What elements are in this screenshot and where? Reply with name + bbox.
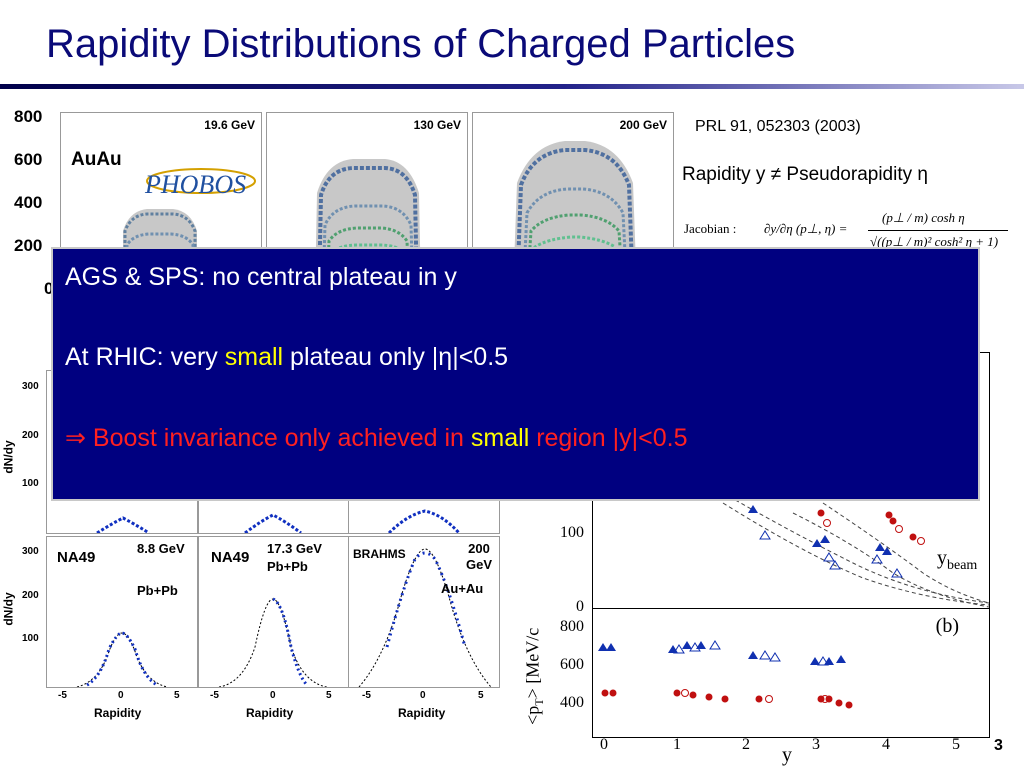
energy-label: 17.3 GeV [267,541,322,556]
rhic-small-highlight: small [224,343,284,371]
energy-label: 19.6 GeV [204,118,255,132]
jacobian-lhs: ∂y/∂η (p⊥, η) = [764,221,848,236]
y-label-part: <p [522,705,543,725]
lower-x-tick: 4 [882,736,890,753]
overlay-line-conclusion: ⇒ Boost invariance only achieved in smal… [65,423,687,453]
y-label-sub: T [531,698,546,706]
lower-x-tick: 0 [600,736,608,753]
system-label: Au+Au [441,581,484,596]
energy-label: 200 GeV [465,541,492,572]
lower-panel: (b) [592,608,990,738]
lower-x-tick: 2 [742,736,750,753]
lower-y-label: <pT> [MeV/c [522,628,547,725]
x-tick: -5 [362,690,371,701]
x-tick: 5 [174,690,180,701]
not-equal-symbol: ≠ [770,164,782,185]
phobos-y-tick: 0 [44,279,54,298]
top-left-curve [96,516,150,535]
lower-x-tick: 1 [673,736,681,753]
x-tick: 5 [326,690,332,701]
reference-citation: PRL 91, 052303 (2003) [695,118,861,135]
implies-arrow-icon: ⇒ [65,424,86,452]
rhic-text-c: plateau only |η|<0.5 [283,343,509,371]
summary-overlay: AGS & SPS: no central plateau in y At RH… [51,247,980,501]
conclusion-small-highlight: small [470,424,530,452]
phobos-y-tick: 200 [14,236,43,255]
na49-17gev-curve [218,597,328,688]
jacobian-formula: Jacobian : ∂y/∂η (p⊥, η) = (p⊥ / m) cosh… [682,210,1012,250]
system-label: Pb+Pb [267,559,308,574]
y-tick: 200 [22,590,39,601]
upper-curves [722,492,990,608]
phobos-y-tick: 400 [14,193,43,212]
rapidity-prefix: Rapidity y [682,164,766,185]
overlay-line-ags-sps: AGS & SPS: no central plateau in y [65,263,457,291]
conclusion-text-c: region |y|<0.5 [529,424,688,452]
brahms-panel: BRAHMS 200 GeV Au+Au [348,536,500,688]
x-tick: 0 [118,690,124,701]
lower-y-tick: 400 [560,694,584,711]
lower-y-tick: 800 [560,618,584,635]
top-middle-curve [244,513,302,535]
x-tick: 0 [270,690,276,701]
phobos-y-tick: 600 [14,150,43,169]
top-right-curve [387,509,461,535]
panel-b-label: (b) [935,615,959,637]
conclusion-text-a: Boost invariance only achieved in [85,424,471,452]
beam-subscript: beam [947,558,978,573]
fraction-bar [868,230,1008,231]
y-axis-label-top: dN/dy [1,440,16,474]
y-tick: 100 [22,633,39,644]
x-axis-label: Rapidity [246,706,294,720]
x-axis-label: Rapidity [398,706,446,720]
overlay-line-rhic: At RHIC: very small plateau only |η|<0.5 [65,343,508,372]
rhic-text-a: At RHIC: very [65,343,225,371]
beam-y: y [937,547,947,569]
energy-label: 130 GeV [413,118,461,132]
x-tick: -5 [58,690,67,701]
na49-8gev-curve [76,631,168,688]
y-tick: 300 [22,546,39,557]
rapidity-note: Rapidity y ≠ Pseudorapidity η [682,164,928,186]
page-number: 3 [994,737,1003,754]
lower-x-tick: 3 [812,736,820,753]
energy-label: 200 GeV [619,118,667,132]
experiment-label: BRAHMS [353,547,406,561]
lower-x-tick: 5 [952,736,960,753]
experiment-label: NA49 [57,549,96,566]
energy-label: 8.8 GeV [137,541,185,556]
phobos-y-tick: 800 [14,107,43,126]
phobos-logo: PHOBOS [139,163,257,203]
y-tick: 100 [22,478,39,489]
rapidity-suffix: Pseudorapidity η [786,164,928,185]
upper-y-tick: 100 [560,524,584,541]
experiment-label: NA49 [211,549,250,566]
y-tick: 300 [22,381,39,392]
y-tick: 200 [22,430,39,441]
jacobian-label: Jacobian : [684,221,737,236]
lower-y-tick: 600 [560,656,584,673]
y-label-rest: > [MeV/c [522,627,543,699]
x-axis-label: Rapidity [94,706,142,720]
jacobian-numerator: (p⊥ / m) cosh η [882,210,965,225]
upper-y-tick: 0 [576,598,584,615]
na49-8gev-panel: NA49 8.8 GeV Pb+Pb [46,536,198,688]
system-label: AuAu [71,149,122,170]
title-underline [0,84,1024,89]
x-tick: 5 [478,690,484,701]
beam-label: ybeam [937,547,977,574]
na49-17gev-panel: NA49 17.3 GeV Pb+Pb [198,536,350,688]
x-tick: -5 [210,690,219,701]
system-label: Pb+Pb [137,583,178,598]
lower-x-label: y [782,744,792,766]
y-axis-label-bottom: dN/dy [1,592,16,626]
lower-markers [598,640,853,709]
logo-text: PHOBOS [144,170,246,199]
jacobian-denominator: √((p⊥ / m)² cosh² η + 1) [870,234,999,249]
x-tick: 0 [420,690,426,701]
slide-title: Rapidity Distributions of Charged Partic… [46,22,796,66]
